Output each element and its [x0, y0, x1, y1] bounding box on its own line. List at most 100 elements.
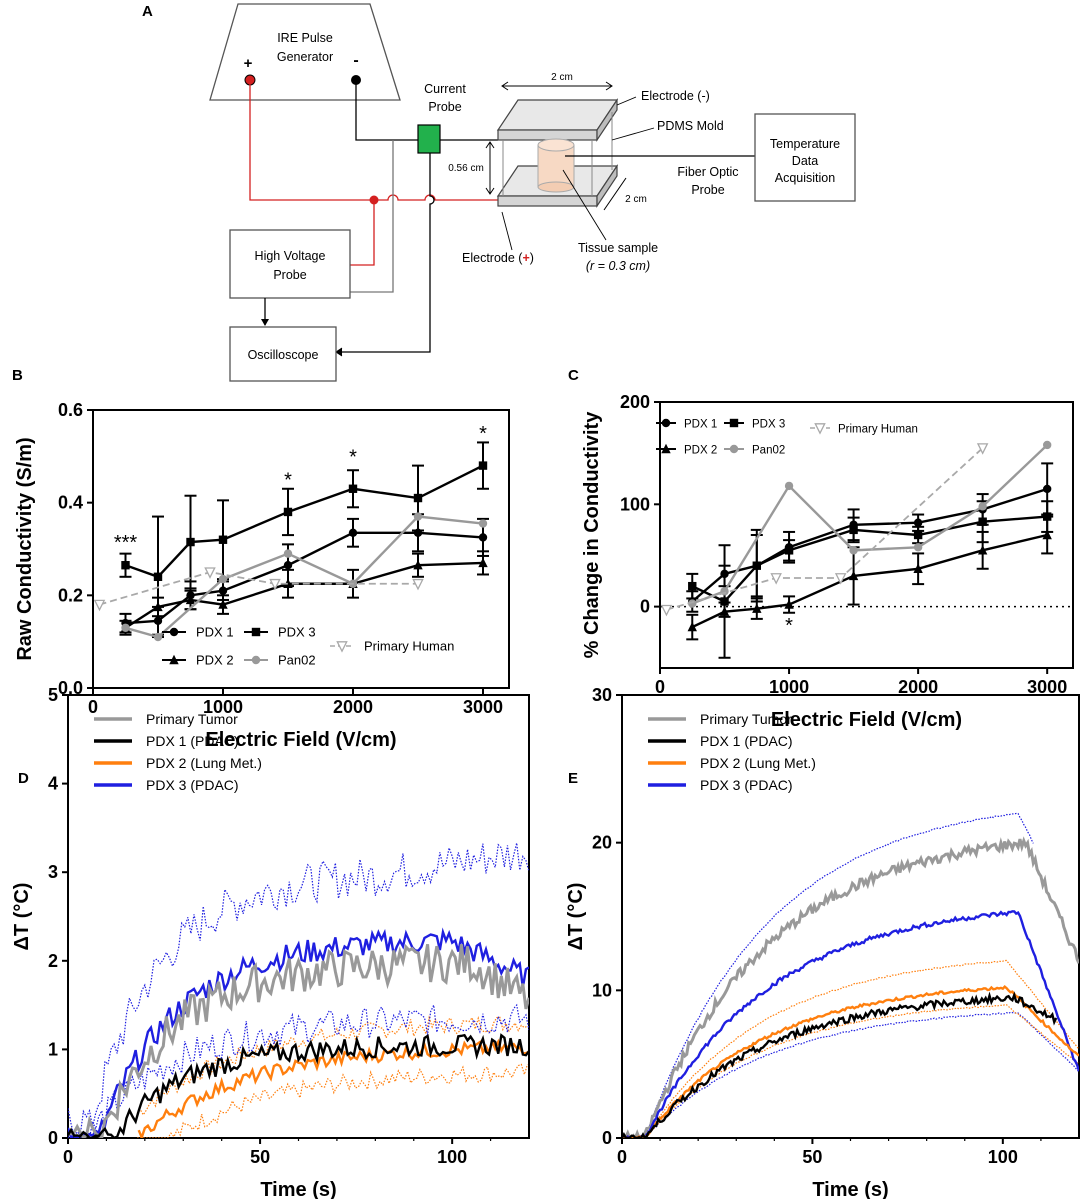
upper-band: [68, 842, 529, 1138]
legend-label: Pan02: [278, 653, 316, 668]
x-axis-label: Time (s): [260, 1179, 336, 1199]
oscilloscope-box: [229, 326, 337, 382]
band-line: [136, 1015, 528, 1116]
gap-arrowheads: [485, 141, 495, 195]
series-pdx-1: [119, 513, 489, 636]
data-point: [1042, 512, 1052, 521]
current-probe-wire: [336, 153, 435, 353]
legend-marker: [251, 627, 261, 637]
electrode-neg-pointer: [616, 96, 637, 106]
data-point: [913, 563, 923, 573]
data-point: [913, 543, 923, 552]
pulse-generator-label-1: IRE Pulse: [277, 31, 333, 45]
gap-label: 0.56 cm: [448, 163, 484, 174]
legend-label: Primary Tumor: [146, 711, 238, 727]
data-point: [834, 573, 847, 585]
legend-label: PDX 3: [278, 625, 316, 640]
data-point: [269, 578, 281, 591]
top-width-label: 2 cm: [551, 72, 573, 83]
series-pan02: [121, 512, 488, 642]
x-tick-label: 0: [63, 1147, 73, 1167]
data-point: [849, 546, 858, 555]
data-point: [413, 493, 423, 503]
oscilloscope-arrow: [335, 347, 343, 357]
x-tick-label: 1000: [769, 677, 809, 697]
legend-label: PDX 2: [684, 445, 717, 457]
data-point: [1042, 440, 1052, 450]
data-point: [752, 603, 762, 613]
plot-area: [622, 812, 1079, 1138]
y-tick-label: 0.2: [58, 585, 83, 605]
legend-label: PDX 2 (Lung Met.): [146, 755, 262, 771]
panel-a-letter: A: [142, 3, 153, 20]
electrode-neg-label: Electrode (-): [641, 89, 710, 103]
data-point: [218, 574, 228, 584]
legend-marker: [336, 641, 348, 653]
series-pdx-3: [686, 500, 1054, 618]
x-tick-label: 1000: [203, 697, 243, 717]
panel-letter: B: [12, 367, 23, 384]
series-line: [691, 515, 1048, 603]
data-point: [1042, 529, 1052, 540]
band-line: [622, 1004, 1079, 1138]
legend-label: PDX 1 (PDAC): [146, 733, 239, 749]
trace-pdx-2-lung-met-: [622, 985, 1079, 1138]
hv-probe-box: [229, 229, 351, 299]
x-axis-label: Time (s): [812, 1179, 888, 1199]
y-tick-label: 4: [48, 774, 58, 794]
data-point: [478, 519, 488, 528]
data-point: [478, 461, 488, 470]
significance-marker: *: [349, 446, 357, 468]
legend-marker: [169, 654, 179, 665]
temp-label-3: Acquisition: [775, 171, 835, 185]
bottom-electrode-side: [596, 164, 618, 208]
legend-label: PDX 1: [684, 419, 717, 431]
electrode-pos-sign: +: [522, 251, 529, 265]
panel-letter: C: [568, 367, 579, 384]
top-width-arrowheads: [501, 81, 613, 91]
x-tick-label: 3000: [1027, 677, 1067, 697]
data-point: [977, 545, 988, 555]
tissue-cylinder-bottom: [537, 181, 575, 193]
data-point: [283, 561, 293, 570]
data-point: [283, 549, 293, 558]
fiber-label-1: Fiber Optic: [677, 165, 738, 179]
data-point: [1042, 484, 1052, 494]
band-line: [622, 812, 1034, 1138]
y-tick-label: 20: [592, 833, 612, 853]
y-tick-label: 1: [48, 1039, 58, 1059]
chart-e: E 0 50 100 0 10 20 30 Time (s) ΔT (°C) Primary Tum…: [565, 685, 1080, 1199]
plot-frame: [621, 694, 1080, 1139]
chart-b: B 0 1000 2000 3000 0.0 0.2 0.4 0.6 Electric Field…: [12, 367, 510, 751]
legend-label: PDX 3 (PDAC): [700, 777, 793, 793]
temp-label-1: Temperature: [770, 137, 840, 151]
legend-marker: [729, 418, 739, 428]
plot-frame: [659, 401, 1074, 669]
plot-area: [68, 842, 529, 1138]
data-point: [218, 586, 228, 595]
tissue-cylinder: [537, 144, 575, 188]
y-tick-label: 5: [48, 685, 58, 705]
data-point: [185, 594, 196, 605]
panel-letter: D: [18, 770, 29, 787]
temperature-box: [754, 113, 856, 202]
tissue-pointer: [562, 169, 607, 241]
data-point: [913, 530, 923, 540]
hv-to-osc-arrow: [261, 319, 269, 326]
series-line: [124, 561, 484, 629]
data-point: [121, 623, 130, 632]
series-line: [691, 533, 1048, 629]
data-point: [204, 567, 216, 579]
data-point: [976, 443, 989, 455]
x-tick-label: 2000: [898, 677, 938, 697]
data-point: [478, 533, 488, 542]
series-line: [125, 531, 484, 625]
y-tick-label: 0.6: [58, 400, 83, 420]
series-line: [666, 447, 984, 611]
series-pdx-1: [686, 462, 1054, 613]
trace-pdx-1-pdac-: [68, 1033, 529, 1138]
legend-label: PDX 2: [196, 653, 234, 668]
chart-c: C 0 1000 2000 3000 0 100 200 Electric Field (V/c…: [568, 367, 1074, 731]
